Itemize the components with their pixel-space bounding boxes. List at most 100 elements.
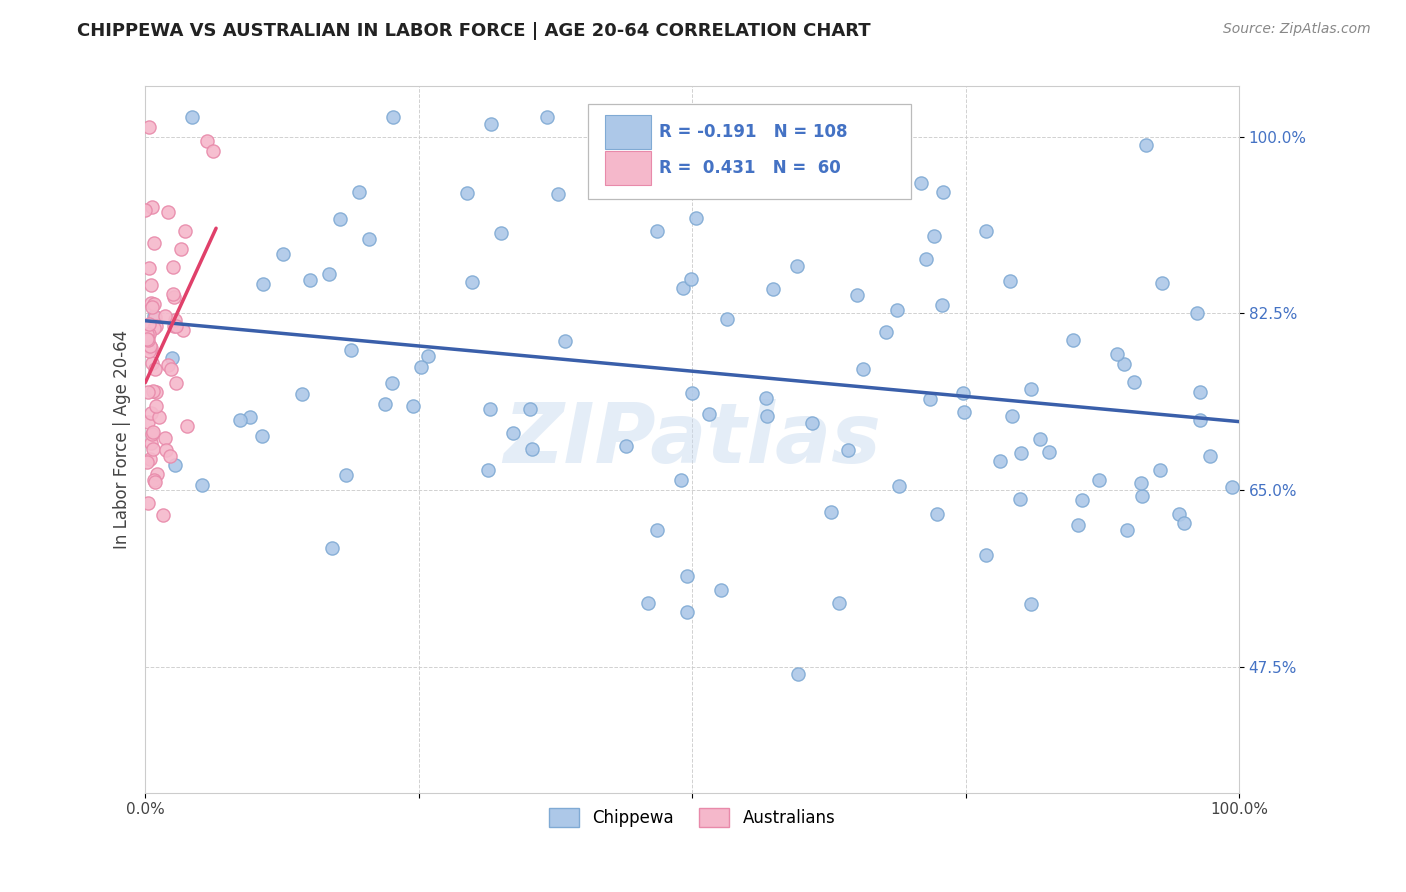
Point xyxy=(181,110,204,124)
Point xyxy=(886,302,908,317)
Point xyxy=(710,582,733,597)
Point xyxy=(974,548,997,562)
Point xyxy=(141,356,163,370)
Point xyxy=(321,541,343,555)
Point xyxy=(139,341,162,355)
Point xyxy=(536,110,558,124)
Point xyxy=(837,442,859,457)
Point xyxy=(145,318,167,333)
Point xyxy=(136,326,159,341)
Point xyxy=(699,407,721,421)
Point xyxy=(160,362,183,376)
Point xyxy=(138,261,160,276)
FancyBboxPatch shape xyxy=(588,104,911,200)
Point xyxy=(889,479,911,493)
Point xyxy=(138,343,160,358)
Point xyxy=(974,223,997,237)
Point xyxy=(142,321,165,335)
Point xyxy=(786,666,808,681)
Point xyxy=(134,202,156,217)
Point xyxy=(143,309,166,323)
Point xyxy=(717,186,740,200)
Point xyxy=(461,275,484,289)
Point xyxy=(932,185,955,199)
Point xyxy=(800,417,823,431)
Point xyxy=(1001,409,1024,423)
Point xyxy=(162,319,184,334)
Point xyxy=(672,281,695,295)
Point xyxy=(456,186,478,201)
Point xyxy=(952,386,974,401)
Point xyxy=(1066,517,1088,532)
Point xyxy=(828,596,851,610)
Point xyxy=(141,426,163,441)
Point xyxy=(953,405,976,419)
Point xyxy=(176,418,198,433)
Point xyxy=(502,426,524,441)
Point xyxy=(136,454,159,468)
Point xyxy=(142,236,165,251)
Text: R = -0.191   N = 108: R = -0.191 N = 108 xyxy=(659,123,848,141)
Point xyxy=(519,402,541,417)
Point xyxy=(146,467,169,482)
Point xyxy=(1149,462,1171,476)
Point xyxy=(1130,489,1153,503)
Point xyxy=(1008,491,1031,506)
Point xyxy=(931,298,953,312)
Point xyxy=(165,318,187,333)
Point xyxy=(761,282,783,296)
Point xyxy=(145,399,167,413)
Text: Source: ZipAtlas.com: Source: ZipAtlas.com xyxy=(1223,22,1371,37)
Point xyxy=(1185,306,1208,320)
Point xyxy=(136,384,159,399)
Point xyxy=(547,187,569,202)
Point xyxy=(349,186,371,200)
Point xyxy=(339,343,361,357)
Point xyxy=(1021,382,1043,396)
Point xyxy=(1038,445,1060,459)
Point xyxy=(148,409,170,424)
Point xyxy=(228,413,250,427)
FancyBboxPatch shape xyxy=(605,115,651,149)
Point xyxy=(716,311,738,326)
Point xyxy=(846,287,869,301)
Point xyxy=(156,359,179,373)
Point xyxy=(195,134,218,148)
Text: R =  0.431   N =  60: R = 0.431 N = 60 xyxy=(659,159,841,177)
Point xyxy=(479,402,502,417)
Point xyxy=(402,399,425,413)
Point xyxy=(136,496,159,510)
Point xyxy=(191,478,214,492)
Point xyxy=(1010,446,1032,460)
Point xyxy=(1029,432,1052,446)
Point xyxy=(170,242,193,256)
Point xyxy=(755,391,778,405)
Point xyxy=(1173,516,1195,530)
Point xyxy=(374,397,396,411)
Point xyxy=(1088,474,1111,488)
Point xyxy=(918,392,941,406)
Point xyxy=(1189,413,1212,427)
Point xyxy=(142,473,165,487)
FancyBboxPatch shape xyxy=(605,151,651,185)
Point xyxy=(239,410,262,425)
Point xyxy=(645,224,668,238)
Point xyxy=(145,385,167,400)
Point xyxy=(252,277,274,292)
Point xyxy=(1189,384,1212,399)
Point xyxy=(820,505,842,519)
Point xyxy=(915,252,938,267)
Point xyxy=(155,309,177,323)
Point xyxy=(676,605,699,619)
Point xyxy=(163,290,186,304)
Point xyxy=(335,468,357,483)
Point xyxy=(1019,597,1042,611)
Point xyxy=(153,431,176,445)
Legend: Chippewa, Australians: Chippewa, Australians xyxy=(543,801,842,834)
Point xyxy=(318,267,340,281)
Point xyxy=(922,229,945,244)
Point xyxy=(162,351,184,365)
Point xyxy=(135,332,157,346)
Point xyxy=(520,442,543,457)
Text: ZIPatlas: ZIPatlas xyxy=(503,399,882,480)
